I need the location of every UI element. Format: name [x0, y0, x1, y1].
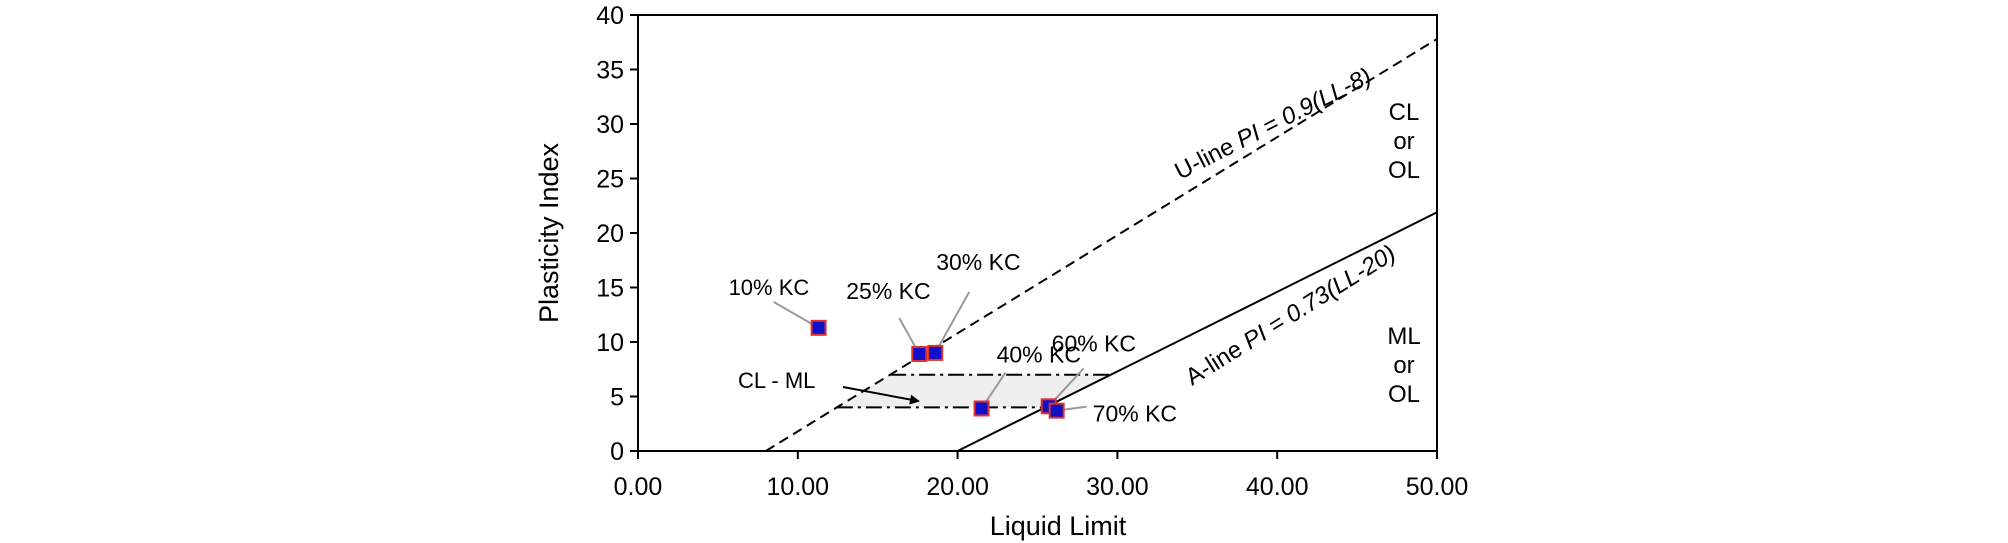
- y-tick-label: 35: [596, 57, 624, 85]
- y-tick-label: 20: [596, 220, 624, 248]
- zone-label-line: or: [1393, 352, 1414, 379]
- data-points: [810, 319, 1065, 419]
- zone-label-line: OL: [1388, 381, 1420, 408]
- x-tick-label: 30.00: [1086, 473, 1149, 501]
- cl-ml-arrow: [842, 386, 920, 405]
- a-line-label: A-line PI = 0.73(LL-20): [1181, 240, 1401, 391]
- y-tick-label: 15: [596, 275, 624, 303]
- x-tick-label: 0.00: [614, 473, 663, 501]
- u-line: [765, 38, 1437, 451]
- zone-label-line: OL: [1388, 157, 1420, 184]
- y-tick-label: 0: [610, 438, 624, 466]
- y-tick-label: 40: [596, 2, 624, 30]
- x-tick-label: 40.00: [1246, 473, 1309, 501]
- u-line-label-prefix: U-line: [1170, 130, 1244, 186]
- a-line-label-prefix: A-line: [1181, 332, 1253, 391]
- data-point: [911, 345, 928, 362]
- y-axis: 0 5 10 15 20 25 30 35 40: [596, 2, 638, 466]
- a-line: [957, 211, 1437, 451]
- zone-label-cl-ol: CL or OL: [1388, 99, 1420, 184]
- zone-label-line: ML: [1387, 323, 1420, 350]
- x-tick-label: 10.00: [767, 473, 830, 501]
- cl-ml-label: CL - ML: [738, 368, 815, 393]
- zone-label-ml-ol: ML or OL: [1387, 323, 1420, 408]
- x-tick-label: 50.00: [1406, 473, 1469, 501]
- x-tick-label: 20.00: [926, 473, 989, 501]
- y-tick-label: 30: [596, 111, 624, 139]
- x-axis: 0.00 10.00 20.00 30.00 40.00 50.00: [614, 451, 1469, 501]
- point-leader: [934, 291, 971, 354]
- data-point: [1048, 402, 1065, 419]
- y-tick-label: 10: [596, 329, 624, 357]
- u-line-label-equation: PI = 0.9(LL-8): [1232, 63, 1376, 154]
- point-label: 40% KC: [997, 341, 1081, 367]
- data-point: [927, 344, 944, 361]
- data-point: [810, 319, 827, 336]
- x-axis-title: Liquid Limit: [990, 511, 1127, 541]
- y-tick-label: 25: [596, 166, 624, 194]
- point-label: 60% KC: [1052, 330, 1136, 356]
- point-label: 30% KC: [936, 249, 1020, 275]
- point-label: 10% KC: [729, 275, 810, 300]
- a-line-label-equation: PI = 0.73(LL-20): [1239, 240, 1401, 355]
- y-tick-label: 5: [610, 384, 624, 412]
- zone-label-line: CL: [1389, 99, 1420, 126]
- point-label: 70% KC: [1093, 401, 1177, 427]
- point-label: 25% KC: [846, 278, 930, 304]
- u-line-label: U-line PI = 0.9(LL-8): [1170, 63, 1375, 185]
- zone-label-line: or: [1393, 128, 1414, 155]
- y-axis-title: Plasticity Index: [534, 142, 564, 323]
- data-point: [973, 400, 990, 417]
